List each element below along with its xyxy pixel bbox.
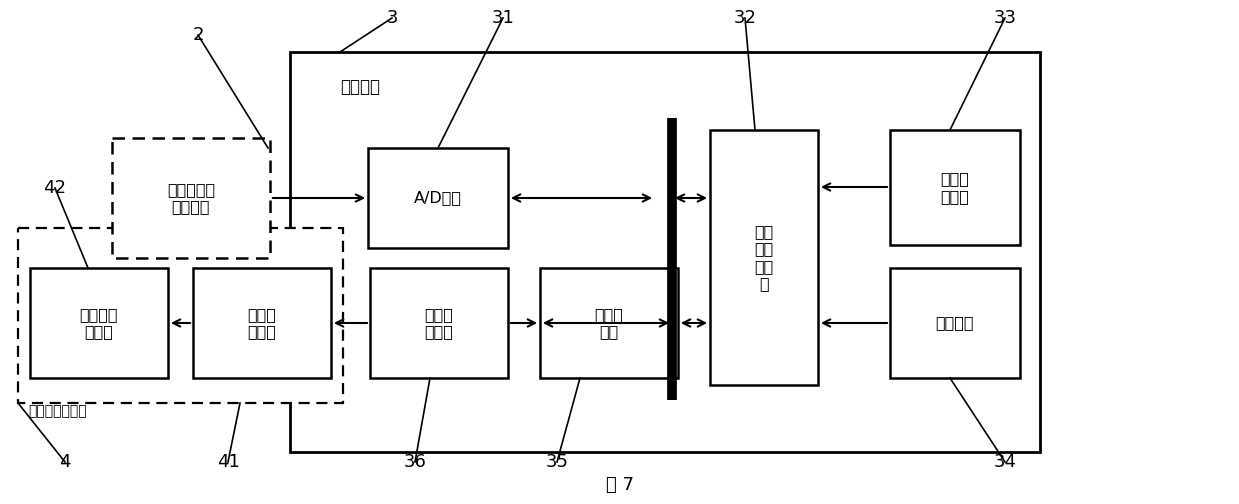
Text: 电源管
理电路: 电源管 理电路 (940, 171, 969, 204)
Text: 33: 33 (994, 9, 1016, 27)
Bar (540, 268, 678, 378)
Bar (710, 130, 818, 385)
Text: 35: 35 (545, 453, 569, 471)
Text: 36: 36 (404, 453, 426, 471)
Text: 控制模块: 控制模块 (339, 78, 380, 96)
Text: 41: 41 (217, 453, 239, 471)
Text: 光电隔
离电路: 光电隔 离电路 (248, 307, 276, 339)
Bar (890, 130, 1020, 245)
Text: 调节和驱
动电路: 调节和驱 动电路 (79, 307, 118, 339)
Bar (290, 52, 1040, 452)
Bar (368, 148, 508, 248)
Bar (193, 268, 331, 378)
Text: 图 7: 图 7 (606, 476, 633, 494)
Text: 中央
处理
器单
元: 中央 处理 器单 元 (755, 224, 773, 291)
Text: 驱动和保护模块: 驱动和保护模块 (28, 404, 87, 418)
Bar (112, 138, 270, 258)
Text: A/D模块: A/D模块 (414, 191, 462, 206)
Text: 脉宽调
制模块: 脉宽调 制模块 (425, 307, 453, 339)
Text: 晋振电路: 晋振电路 (935, 316, 974, 331)
Text: 电压和电流
检测模块: 电压和电流 检测模块 (167, 182, 216, 214)
Text: 2: 2 (192, 26, 203, 44)
Bar (30, 268, 169, 378)
Text: 3: 3 (387, 9, 398, 27)
Bar (890, 268, 1020, 378)
Text: 31: 31 (492, 9, 514, 27)
Text: 4: 4 (59, 453, 71, 471)
Bar (370, 268, 508, 378)
Text: 事件管
理器: 事件管 理器 (595, 307, 623, 339)
Text: 42: 42 (43, 179, 67, 197)
Text: 34: 34 (994, 453, 1016, 471)
Text: 32: 32 (733, 9, 757, 27)
Bar (19, 228, 343, 403)
